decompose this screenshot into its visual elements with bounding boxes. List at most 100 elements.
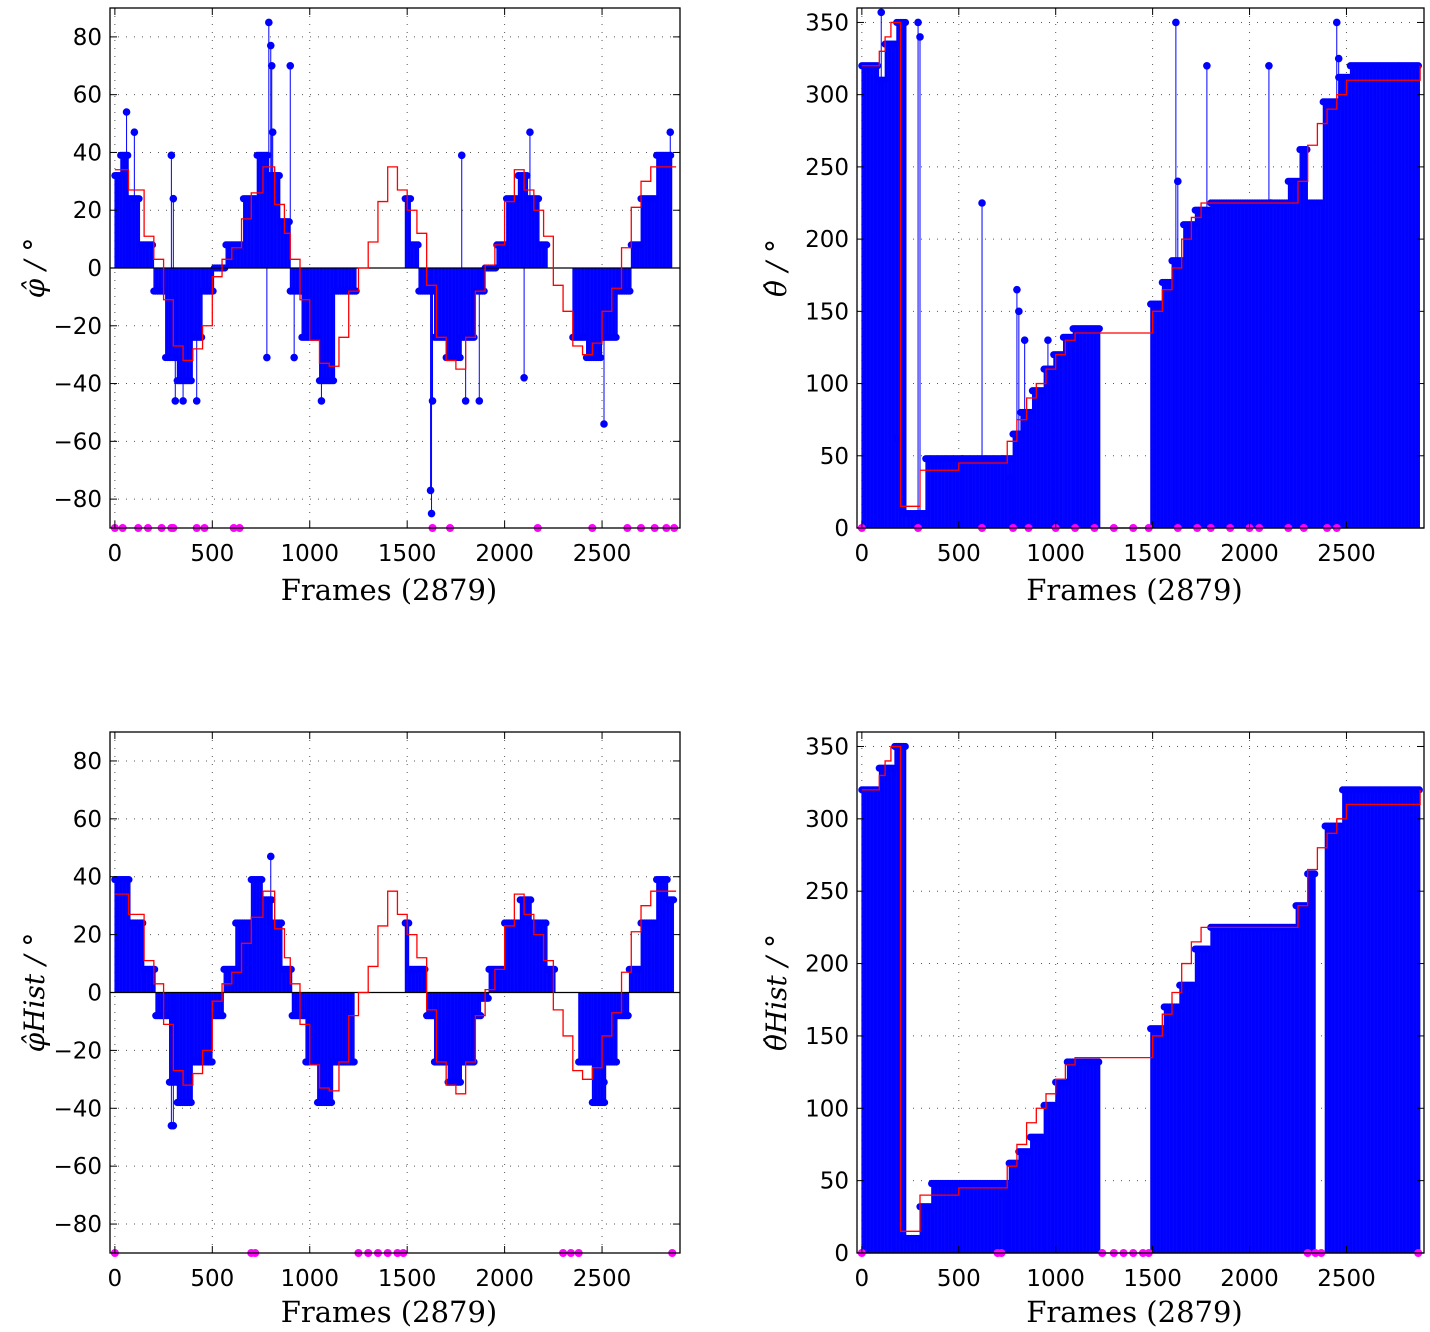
chart-phi-outlier-point [461, 397, 470, 405]
chart-phi-stem-head [626, 287, 634, 295]
chart-theta-stem-head [1027, 408, 1035, 417]
chart-phi-outlier-point [265, 18, 273, 27]
chart-phi-outlier-point [169, 194, 178, 203]
chart-phi-stem-head [209, 287, 217, 295]
chart-phi-y-tick-label: −60 [53, 429, 102, 455]
chart-phi-stem-head [612, 333, 620, 341]
chart-theta-outlier-point [1174, 177, 1182, 186]
chart-phi_hist-stem-head [624, 1012, 632, 1020]
chart-theta_hist-x-tick-label: 500 [937, 1266, 981, 1292]
chart-phi_hist-x-tick-label: 1500 [378, 1266, 437, 1292]
chart-phi-outlier-point [428, 397, 437, 405]
chart-phi_hist-y-axis-label: φ̂Hist / ° [18, 933, 51, 1053]
chart-phi_hist-stem-head [350, 1058, 358, 1066]
chart-phi_hist-stem-head [456, 1078, 464, 1086]
chart-phi_hist-x-tick-label: 500 [190, 1266, 234, 1292]
chart-theta-stem-head [1318, 199, 1326, 207]
chart-theta-stem-head [1157, 300, 1165, 308]
chart-phi_hist-y-tick-label: 0 [87, 981, 102, 1007]
chart-phi-stem-head [636, 241, 644, 249]
chart-phi-stem-head [297, 287, 305, 295]
chart-phi_hist-stem-head [669, 896, 678, 904]
chart-theta_hist-stem-head [1039, 1133, 1047, 1141]
chart-theta_hist-stem-head [1014, 1159, 1022, 1167]
chart-phi-stem-head [275, 171, 283, 180]
chart-phi-y-tick-label: 0 [87, 256, 102, 282]
chart-phi_hist-x-tick-label: 0 [108, 1266, 123, 1292]
chart-theta_hist-outlier-point [1001, 1191, 1010, 1199]
chart-phi-stem-head [581, 333, 589, 341]
chart-phi-x-tick-label: 2500 [573, 541, 632, 567]
chart-theta_hist-stem-head [1050, 1101, 1059, 1109]
chart-phi_hist-stem-head [612, 1058, 621, 1066]
chart-phi-x-tick-label: 1000 [280, 541, 339, 567]
chart-phi-outlier-point [526, 128, 534, 137]
chart-phi-outlier-point [286, 61, 295, 70]
chart-theta-ticks: 0 500 1000 1500 2000 2500 0 50 100 150 200 250 300 35… [805, 8, 1424, 567]
chart-theta_hist-reference-step-line [861, 745, 1421, 1232]
chart-theta-y-tick-label: 200 [805, 227, 849, 253]
chart-theta-y-tick-label: 150 [805, 299, 849, 325]
chart-theta-x-tick-label: 2500 [1317, 541, 1376, 567]
chart-phi-stem-head [264, 151, 272, 159]
chart-phi-reference-step-line [114, 166, 677, 370]
phi-panel: 0 500 1000 1500 2000 2500 −80 −60 −40 −20 0 20 40 60 8… [18, 7, 681, 607]
chart-phi-stem-head [429, 287, 437, 295]
chart-phi-stem-head [124, 151, 132, 159]
chart-phi_hist-stem-head [636, 965, 644, 973]
chart-theta_hist-stem-head [1095, 1058, 1103, 1066]
chart-theta_hist-stem-head [1004, 1179, 1012, 1188]
chart-phi_hist-stem-head [172, 1078, 181, 1086]
chart-phi-y-tick-label: 80 [73, 25, 102, 51]
chart-phi_hist-stem-head [125, 876, 133, 884]
chart-phi_hist-stem-head [219, 1012, 227, 1020]
chart-phi_hist-outlier-point [600, 1078, 608, 1087]
chart-theta-outlier-point [1007, 473, 1015, 482]
chart-theta_hist-x-tick-label: 0 [855, 1266, 870, 1292]
chart-phi_hist-stem-head [421, 965, 429, 973]
chart-theta_hist-stem-head [926, 1203, 935, 1211]
chart-phi-stem-head [406, 195, 415, 203]
chart-theta-stem-head [1414, 62, 1422, 70]
chart-theta-stem-head [1303, 145, 1311, 154]
chart-phi-stem-head [456, 353, 464, 362]
chart-phi_hist-stem-head [230, 965, 239, 973]
chart-theta-x-axis-label: Frames (2879) [1026, 573, 1242, 607]
chart-theta-stem-head [1205, 206, 1213, 214]
chart-theta-y-tick-label: 350 [805, 10, 849, 36]
chart-phi-y-tick-label: 20 [73, 198, 102, 224]
chart-theta-outlier-point [978, 199, 986, 207]
chart-phi_hist-stem-head [277, 919, 286, 927]
chart-phi-stem-head [534, 195, 543, 203]
chart-theta-outlier-point [1172, 18, 1180, 27]
chart-phi-stem-head [414, 241, 422, 249]
chart-phi-outlier-point [427, 509, 436, 518]
chart-phi-x-axis-label: Frames (2879) [281, 573, 497, 607]
chart-phi_hist-stem-head [527, 896, 535, 904]
chart-phi-stem-head [197, 333, 206, 341]
chart-theta-stem-head [1190, 221, 1198, 229]
chart-theta-outlier-point [892, 434, 901, 443]
chart-theta-stem-head [880, 76, 889, 84]
chart-theta-x-tick-label: 0 [855, 541, 870, 567]
chart-phi_hist-stem-head [246, 919, 254, 927]
chart-theta-stem-head [1039, 387, 1047, 395]
chart-theta-stem-head [1008, 455, 1016, 463]
chart-theta-outlier-point [1265, 61, 1273, 70]
chart-phi_hist-stem-head [405, 919, 413, 927]
chart-theta-stem-head [922, 509, 930, 518]
chart-phi-outlier-point [426, 486, 435, 495]
chart-phi_hist-stem-head [484, 994, 492, 1002]
chart-phi_hist-x-axis-label: Frames (2879) [281, 1295, 497, 1329]
chart-theta-stem-head [891, 40, 900, 48]
chart-phi-stems [114, 22, 673, 514]
chart-theta_hist-stem-head [1062, 1078, 1070, 1086]
chart-theta-y-tick-label: 300 [805, 83, 849, 109]
chart-theta-y-tick-label: 250 [805, 155, 849, 181]
chart-phi-stem-head [543, 241, 551, 249]
chart-theta-outlier-point [1013, 285, 1021, 294]
chart-theta_hist-axes-frame [856, 731, 1425, 1254]
chart-phi-y-tick-label: −40 [53, 372, 102, 398]
chart-phi-stem-head [596, 353, 605, 362]
